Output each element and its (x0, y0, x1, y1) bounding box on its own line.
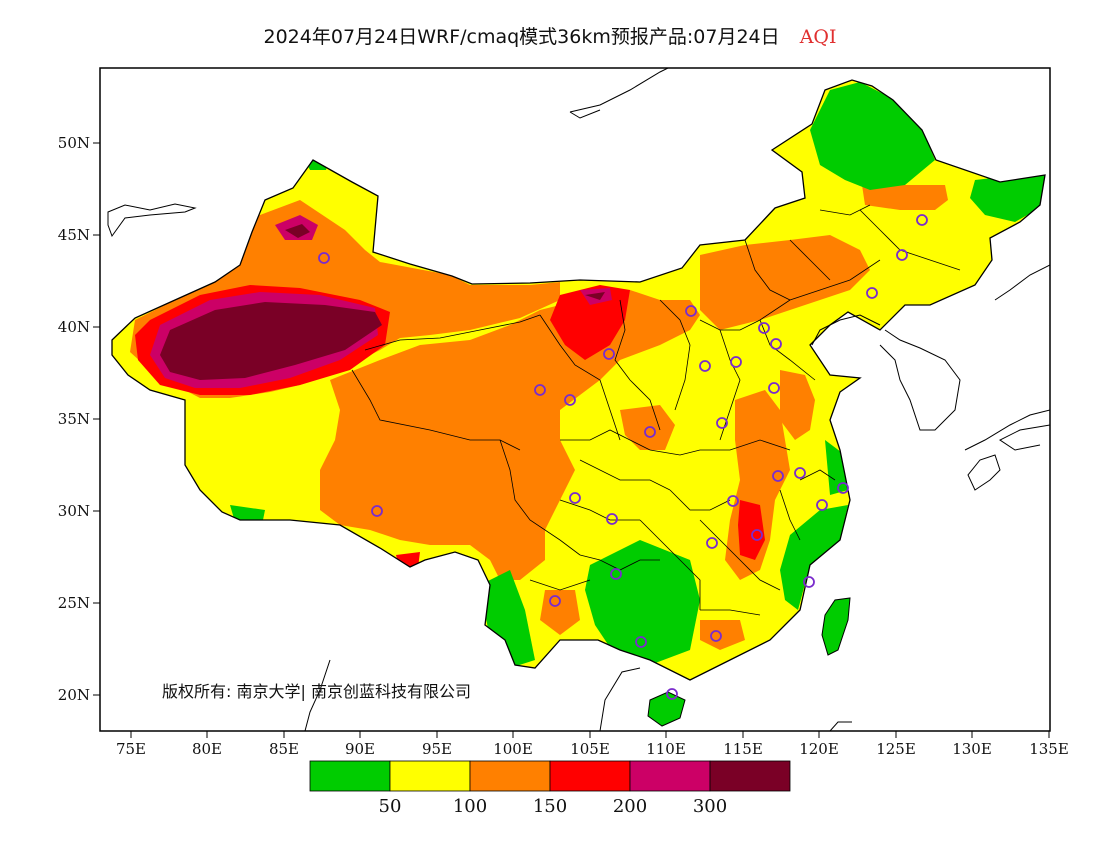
legend-label: 300 (693, 796, 727, 817)
station-marker (730, 356, 742, 368)
x-tick-label: 80E (192, 740, 222, 758)
station-markers (318, 214, 928, 700)
station-marker (666, 688, 678, 700)
aqi-hazardous-region (160, 302, 382, 380)
station-marker (710, 630, 722, 642)
y-tick-label: 30N (58, 502, 90, 520)
aqi-unhealthy-region (550, 285, 630, 360)
aqi-unhealthy-region (738, 500, 765, 560)
station-marker (816, 499, 828, 511)
tick-marks (93, 142, 1050, 738)
station-marker (564, 394, 576, 406)
x-tick-label: 75E (116, 740, 146, 758)
station-marker (610, 568, 622, 580)
legend-label: 150 (533, 796, 567, 817)
station-marker (770, 338, 782, 350)
station-marker (716, 417, 728, 429)
station-marker (727, 495, 739, 507)
aqi-usg-region (700, 620, 745, 650)
aqi-usg-region (780, 370, 815, 440)
y-tick-label: 35N (58, 410, 90, 428)
x-tick-label: 130E (952, 740, 992, 758)
station-marker (706, 537, 718, 549)
station-marker (896, 249, 908, 261)
title-main: 2024年07月24日WRF/cmaq模式36km预报产品:07月24日 (263, 26, 780, 48)
station-marker (318, 252, 330, 264)
station-marker (758, 322, 770, 334)
china-border (111, 79, 1046, 681)
legend-swatch-hazardous (709, 760, 791, 792)
aqi-hazardous-region (285, 224, 310, 238)
aqi-usg-region (700, 235, 870, 330)
station-marker (794, 467, 806, 479)
station-marker (569, 492, 581, 504)
map-title: 2024年07月24日WRF/cmaq模式36km预报产品:07月24日 AQI (0, 22, 1100, 49)
taiwan-island (821, 597, 851, 656)
station-marker (603, 348, 615, 360)
y-axis-labels: 50N 45N 40N 35N 30N 25N 20N (58, 134, 90, 704)
station-marker (751, 529, 763, 541)
station-marker (371, 505, 383, 517)
aqi-legend: 50 100 150 200 300 (309, 760, 791, 817)
station-marker (635, 636, 647, 648)
x-tick-label: 85E (269, 740, 299, 758)
legend-swatch-very-unhealthy (629, 760, 711, 792)
legend-swatch-unhealthy (549, 760, 631, 792)
y-tick-label: 45N (58, 226, 90, 244)
coastlines (107, 68, 1050, 731)
station-marker (534, 384, 546, 396)
x-tick-label: 115E (723, 740, 763, 758)
legend-label: 50 (379, 796, 402, 817)
aqi-good-region (585, 540, 700, 665)
legend-label: 100 (453, 796, 487, 817)
x-tick-label: 90E (345, 740, 375, 758)
x-tick-label: 110E (646, 740, 686, 758)
station-marker (685, 305, 697, 317)
x-tick-label: 95E (422, 740, 452, 758)
station-marker (549, 595, 561, 607)
y-tick-label: 20N (58, 686, 90, 704)
title-variable: AQI (799, 26, 837, 48)
station-marker (837, 482, 849, 494)
station-marker (699, 360, 711, 372)
y-tick-label: 40N (58, 318, 90, 336)
x-tick-label: 120E (799, 740, 839, 758)
x-axis-labels: 75E 80E 85E 90E 95E 100E 105E 110E 115E … (116, 740, 1069, 758)
legend-label: 200 (613, 796, 647, 817)
copyright-text: 版权所有: 南京大学| 南京创蓝科技有限公司 (162, 682, 471, 701)
aqi-good-region (970, 172, 1045, 222)
x-tick-label: 105E (570, 740, 610, 758)
x-tick-label: 125E (876, 740, 916, 758)
station-marker (606, 513, 618, 525)
station-marker (772, 470, 784, 482)
x-tick-label: 135E (1029, 740, 1069, 758)
aqi-good-region (780, 505, 848, 610)
aqi-usg-region (862, 185, 948, 210)
aqi-hazardous-region (585, 292, 605, 300)
station-marker (916, 214, 928, 226)
legend-swatch-usg (469, 760, 551, 792)
station-marker (803, 576, 815, 588)
y-tick-label: 50N (58, 134, 90, 152)
station-marker (768, 382, 780, 394)
station-marker (644, 426, 656, 438)
legend-swatch-moderate (389, 760, 471, 792)
station-marker (866, 287, 878, 299)
x-tick-label: 100E (493, 740, 533, 758)
y-tick-label: 25N (58, 594, 90, 612)
aqi-usg-region (320, 290, 700, 580)
legend-swatch-good (309, 760, 391, 792)
